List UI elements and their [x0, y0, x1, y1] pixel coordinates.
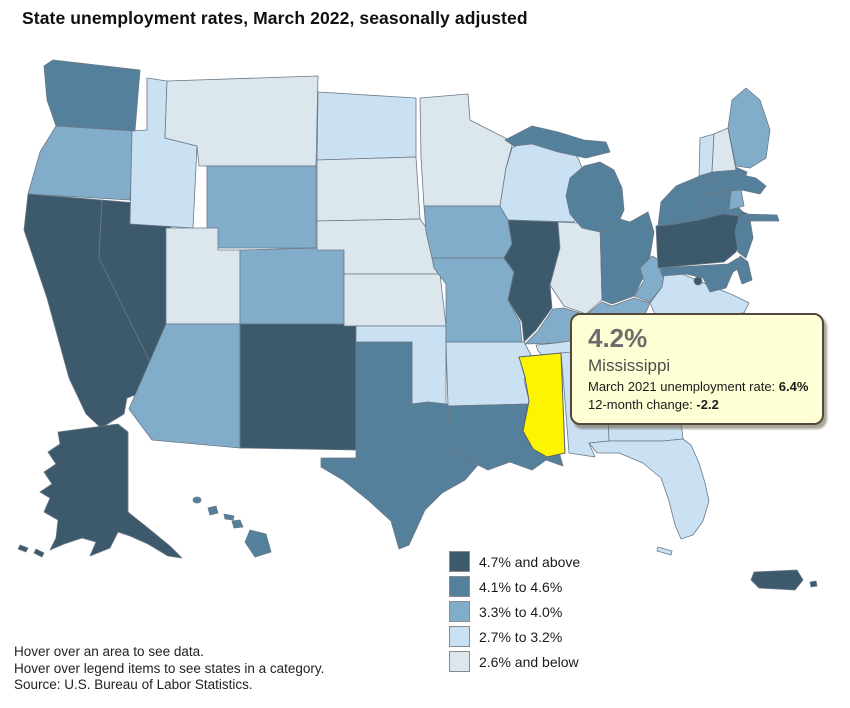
state-fl[interactable] [588, 438, 710, 556]
footer-note-line: Hover over an area to see data. [14, 644, 204, 659]
legend-swatch [449, 576, 470, 597]
legend-swatch [449, 626, 470, 647]
legend-swatch [449, 601, 470, 622]
state-co[interactable] [239, 247, 345, 325]
tooltip-change-value: -2.2 [696, 396, 719, 412]
legend-item-c5[interactable]: 4.7% and above [449, 551, 580, 572]
state-ct[interactable] [700, 190, 732, 213]
state-ms[interactable] [518, 352, 566, 458]
legend-item-c1[interactable]: 2.6% and below [449, 651, 580, 672]
legend-label: 2.7% to 3.2% [479, 628, 563, 645]
state-wy[interactable] [206, 165, 317, 249]
tooltip-prior-rate-label: March 2021 unemployment rate: [588, 378, 776, 394]
state-dc[interactable] [693, 276, 703, 286]
tooltip-rate: 4.2% [588, 323, 648, 353]
footer-note-line: Hover over legend items to see states in… [14, 660, 325, 676]
state-or[interactable] [27, 125, 136, 201]
tooltip-state-name: Mississippi [588, 355, 671, 375]
footer-note-line: Source: U.S. Bureau of Labor Statistics. [14, 677, 253, 692]
state-nm[interactable] [239, 323, 357, 451]
legend: 4.7% and above 4.1% to 4.6% 3.3% to 4.0% 2.… [449, 551, 580, 676]
legend-swatch [449, 651, 470, 672]
state-wa[interactable] [43, 59, 141, 132]
state-nd[interactable] [316, 91, 417, 161]
tooltip-change-label: 12-month change: [588, 396, 693, 412]
state-sd[interactable] [316, 156, 421, 222]
legend-item-c3[interactable]: 3.3% to 4.0% [449, 601, 580, 622]
state-ar[interactable] [445, 341, 532, 407]
legend-label: 2.6% and below [479, 653, 579, 670]
state-mi[interactable] [504, 125, 625, 233]
state-tx[interactable] [320, 341, 491, 550]
page-title: State unemployment rates, March 2022, se… [22, 8, 528, 28]
state-ri[interactable] [728, 189, 745, 211]
state-hi[interactable] [192, 496, 272, 558]
legend-swatch [449, 551, 470, 572]
state-de[interactable] [735, 255, 753, 285]
footer-notes: Hover over an area to see data. Hover ove… [14, 644, 324, 694]
legend-item-c4[interactable]: 4.1% to 4.6% [449, 576, 580, 597]
legend-label: 4.7% and above [479, 553, 581, 570]
state-mt[interactable] [164, 75, 319, 167]
state-ia[interactable] [423, 205, 513, 259]
state-mn[interactable] [419, 93, 514, 207]
tooltip-prior-rate-value: 6.4% [778, 378, 809, 394]
state-ak[interactable] [17, 423, 183, 559]
legend-label: 3.3% to 4.0% [479, 603, 563, 620]
state-me[interactable] [727, 87, 771, 169]
state-nj[interactable] [734, 215, 754, 259]
state-ks[interactable] [343, 273, 447, 327]
legend-item-c2[interactable]: 2.7% to 3.2% [449, 626, 580, 647]
map-tooltip: 4.2% Mississippi March 2021 unemployment… [570, 313, 824, 425]
state-pr[interactable] [750, 569, 818, 591]
state-md[interactable] [659, 257, 743, 293]
legend-label: 4.1% to 4.6% [479, 578, 563, 595]
tooltip-prior-rate: March 2021 unemployment rate: 6.4% [588, 379, 810, 394]
state-az[interactable] [128, 323, 241, 449]
tooltip-change: 12-month change: -2.2 [588, 397, 810, 412]
